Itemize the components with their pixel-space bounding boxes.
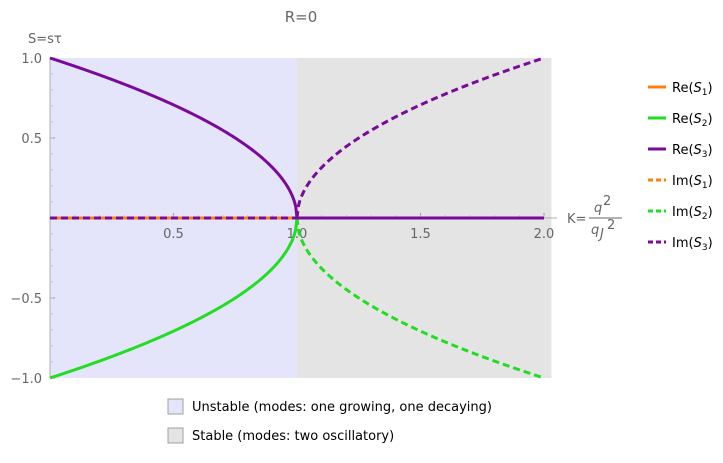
legend-label: Re(S3) (672, 143, 713, 160)
svg-text:q: q (591, 223, 599, 238)
svg-text:K=: K= (567, 212, 586, 227)
y-tick-label: −1.0 (10, 372, 42, 387)
legend-label: Im(S3) (672, 236, 713, 253)
svg-text:J: J (597, 227, 604, 242)
legend-label: Re(S1) (672, 81, 713, 98)
series-ims3-line (49, 56, 545, 220)
svg-text:2: 2 (607, 218, 615, 233)
x-axis-label: K=q 2q J2 (567, 194, 622, 242)
region-legend-swatch (167, 427, 184, 444)
svg-text:2: 2 (603, 194, 611, 209)
y-axis-label: S=sτ (28, 32, 62, 47)
y-tick-label: 1.0 (21, 52, 42, 67)
svg-text:q: q (594, 201, 602, 216)
x-tick-label: 2.0 (534, 227, 555, 242)
region-legend-label: Stable (modes: two oscillatory) (192, 429, 394, 444)
region-legend-label: Unstable (modes: one growing, one decayi… (192, 400, 492, 415)
x-tick-label: 0.5 (163, 227, 184, 242)
series-res3-line (49, 56, 545, 220)
chart-title: R=0 (285, 8, 318, 26)
y-tick-label: −0.5 (10, 292, 42, 307)
y-tick-label: 0.5 (21, 132, 42, 147)
legend-label: Im(S2) (672, 205, 713, 222)
legend-label: Re(S2) (672, 112, 713, 129)
region-legend-swatch (167, 398, 184, 415)
legend-label: Im(S1) (672, 174, 713, 191)
x-tick-label: 1.5 (410, 227, 431, 242)
